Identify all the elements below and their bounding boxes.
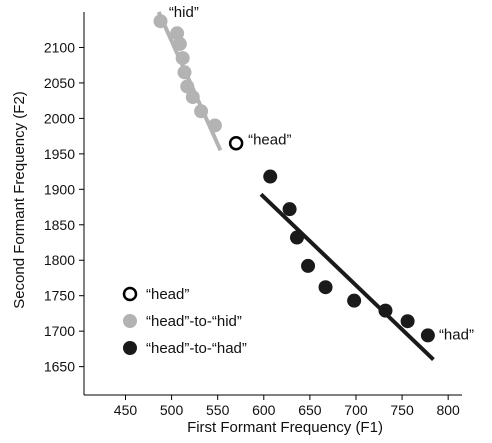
legend-label: “head” (146, 286, 189, 303)
data-point (263, 169, 278, 184)
data-point (228, 135, 244, 151)
data-point (347, 293, 362, 308)
y-tick-label: 1700 (44, 323, 75, 339)
data-point (378, 303, 393, 318)
y-tick-label: 1900 (44, 181, 75, 197)
data-point (301, 258, 316, 273)
x-tick-label: 500 (160, 402, 184, 418)
legend-label: “head”-to-“hid” (146, 313, 242, 330)
y-tick-label: 1850 (44, 217, 75, 233)
data-point (172, 36, 187, 51)
y-axis: 1650 1700 1750 1800 1850 1900 1950 2000 2050 2100 (44, 12, 85, 395)
data-point (420, 328, 435, 343)
data-point (153, 14, 168, 29)
data-point (400, 314, 415, 329)
fit-line (259, 192, 435, 361)
x-tick-label: 450 (114, 402, 138, 418)
x-axis-label: First Formant Frequency (F1) (187, 419, 383, 436)
annotation: “head” (248, 132, 291, 149)
data-point (282, 202, 297, 217)
data-point (177, 65, 192, 80)
data-point (185, 90, 200, 105)
y-tick-label: 2000 (44, 110, 75, 126)
data-points (153, 14, 435, 343)
annotation: “had” (439, 327, 474, 344)
annotations: “hid” “head” “had” (169, 4, 474, 344)
legend: “head” “head”-to-“hid” “head”-to-“had” (122, 286, 247, 357)
y-tick-label: 1750 (44, 288, 75, 304)
data-point (318, 280, 333, 295)
data-point (207, 118, 222, 133)
data-point (170, 26, 185, 41)
y-tick-label: 1950 (44, 146, 75, 162)
y-tick-label: 1650 (44, 359, 75, 375)
legend-marker (122, 286, 138, 302)
data-point (194, 104, 209, 119)
y-axis-label: Second Formant Frequency (F2) (11, 91, 28, 309)
y-tick-label: 1800 (44, 252, 75, 268)
legend-marker (123, 314, 137, 328)
y-tick-label: 2100 (44, 39, 75, 55)
data-point (180, 79, 195, 94)
annotation: “hid” (169, 4, 199, 21)
x-tick-label: 750 (390, 402, 414, 418)
legend-marker (123, 341, 137, 355)
x-tick-label: 550 (206, 402, 230, 418)
fit-lines (156, 11, 435, 361)
legend-label: “head”-to-“had” (146, 340, 247, 357)
data-point (289, 230, 304, 245)
x-tick-label: 700 (344, 402, 368, 418)
x-axis: 450 500 550 600 650 700 750 800 (84, 394, 462, 418)
y-tick-label: 2050 (44, 75, 75, 91)
x-tick-label: 800 (436, 402, 460, 418)
data-point (175, 51, 190, 66)
x-tick-label: 650 (298, 402, 322, 418)
x-tick-label: 600 (252, 402, 276, 418)
